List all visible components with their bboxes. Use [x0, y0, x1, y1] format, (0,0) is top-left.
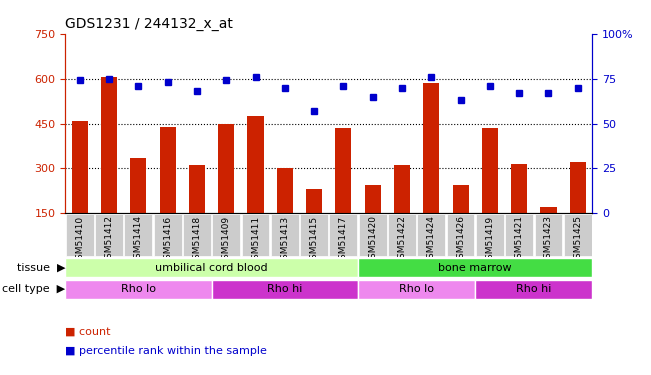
Bar: [511, 164, 527, 213]
Text: GSM51425: GSM51425: [574, 216, 582, 264]
Bar: [335, 128, 352, 213]
FancyBboxPatch shape: [271, 214, 299, 256]
Bar: [365, 185, 381, 213]
Bar: [72, 120, 88, 213]
FancyBboxPatch shape: [417, 214, 445, 256]
Bar: [218, 123, 234, 213]
Text: GSM51422: GSM51422: [398, 216, 406, 264]
Text: GSM51419: GSM51419: [486, 216, 494, 265]
FancyBboxPatch shape: [388, 214, 416, 256]
Text: GSM51414: GSM51414: [134, 216, 143, 264]
Text: GSM51417: GSM51417: [339, 216, 348, 265]
Bar: [189, 165, 205, 213]
Text: umbilical cord blood: umbilical cord blood: [155, 262, 268, 273]
FancyBboxPatch shape: [242, 214, 270, 256]
FancyBboxPatch shape: [358, 279, 475, 299]
FancyBboxPatch shape: [66, 214, 94, 256]
Bar: [394, 165, 410, 213]
Text: tissue  ▶: tissue ▶: [16, 262, 65, 273]
Bar: [159, 126, 176, 213]
Bar: [482, 128, 498, 213]
FancyBboxPatch shape: [65, 279, 212, 299]
Text: GDS1231 / 244132_x_at: GDS1231 / 244132_x_at: [65, 17, 233, 32]
Text: Rho lo: Rho lo: [121, 284, 156, 294]
Bar: [570, 162, 586, 213]
Bar: [247, 116, 264, 213]
Text: GSM51420: GSM51420: [368, 216, 377, 264]
Text: GSM51424: GSM51424: [427, 216, 436, 264]
FancyBboxPatch shape: [95, 214, 123, 256]
Text: ■ percentile rank within the sample: ■ percentile rank within the sample: [65, 346, 267, 355]
Text: GSM51413: GSM51413: [281, 216, 289, 265]
FancyBboxPatch shape: [212, 214, 240, 256]
Bar: [101, 77, 117, 213]
FancyBboxPatch shape: [564, 214, 592, 256]
Text: GSM51423: GSM51423: [544, 216, 553, 264]
FancyBboxPatch shape: [65, 258, 358, 278]
Text: bone marrow: bone marrow: [438, 262, 512, 273]
FancyBboxPatch shape: [300, 214, 328, 256]
Text: GSM51415: GSM51415: [310, 216, 318, 265]
FancyBboxPatch shape: [154, 214, 182, 256]
Text: Rho hi: Rho hi: [267, 284, 303, 294]
Text: Rho hi: Rho hi: [516, 284, 551, 294]
Bar: [277, 168, 293, 213]
FancyBboxPatch shape: [447, 214, 475, 256]
Bar: [306, 189, 322, 213]
FancyBboxPatch shape: [476, 214, 504, 256]
FancyBboxPatch shape: [212, 279, 358, 299]
FancyBboxPatch shape: [183, 214, 211, 256]
Text: GSM51410: GSM51410: [76, 216, 84, 265]
Bar: [452, 185, 469, 213]
Bar: [540, 207, 557, 213]
Text: GSM51426: GSM51426: [456, 216, 465, 264]
Text: GSM51418: GSM51418: [193, 216, 201, 265]
FancyBboxPatch shape: [505, 214, 533, 256]
Text: ■ count: ■ count: [65, 327, 111, 337]
Bar: [423, 83, 439, 213]
Text: GSM51409: GSM51409: [222, 216, 230, 265]
Text: Rho lo: Rho lo: [399, 284, 434, 294]
Text: GSM51421: GSM51421: [515, 216, 523, 264]
Text: GSM51416: GSM51416: [163, 216, 172, 265]
Bar: [130, 158, 146, 213]
FancyBboxPatch shape: [534, 214, 562, 256]
FancyBboxPatch shape: [358, 258, 592, 278]
FancyBboxPatch shape: [124, 214, 152, 256]
Text: cell type  ▶: cell type ▶: [2, 284, 65, 294]
Text: GSM51411: GSM51411: [251, 216, 260, 265]
FancyBboxPatch shape: [359, 214, 387, 256]
Text: GSM51412: GSM51412: [105, 216, 113, 264]
FancyBboxPatch shape: [329, 214, 357, 256]
FancyBboxPatch shape: [475, 279, 592, 299]
